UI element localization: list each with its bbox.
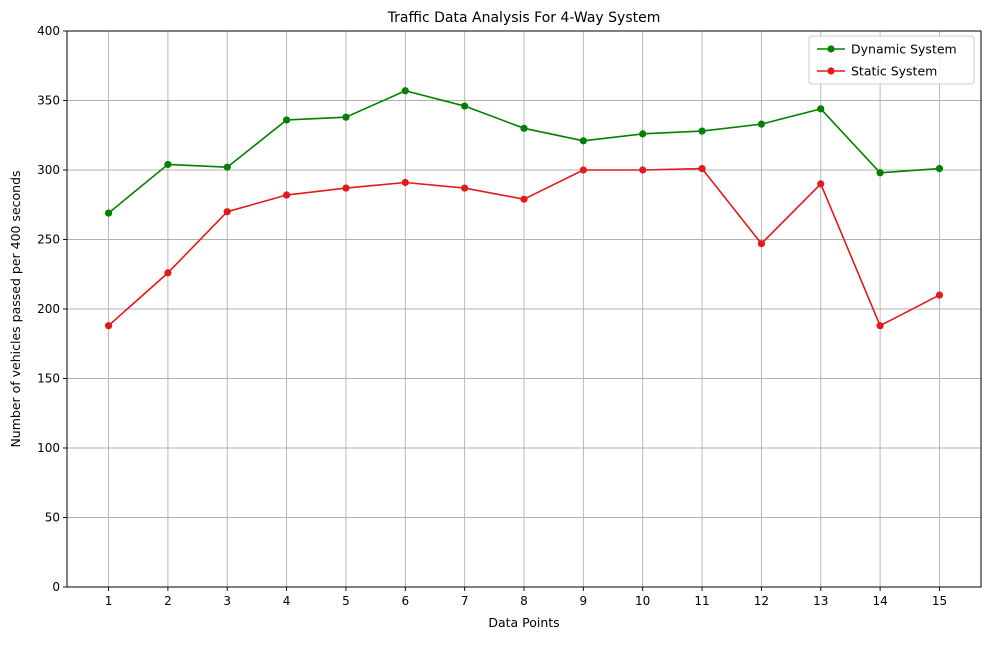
x-tick-label: 11 (694, 594, 709, 608)
data-point (461, 184, 469, 192)
x-tick-label: 2 (164, 594, 172, 608)
x-tick-label: 8 (520, 594, 528, 608)
x-tick-label: 9 (580, 594, 588, 608)
y-tick-label: 300 (37, 163, 60, 177)
x-tick-label: 12 (754, 594, 769, 608)
data-point (639, 166, 647, 174)
x-axis-label: Data Points (488, 615, 559, 630)
x-tick-label: 13 (813, 594, 828, 608)
data-point (282, 116, 291, 124)
data-point (401, 178, 409, 187)
legend-item: Dynamic System (817, 42, 957, 57)
data-point (698, 165, 706, 173)
data-point (876, 169, 884, 177)
chart-title: Traffic Data Analysis For 4-Way System (387, 10, 661, 26)
data-point (876, 322, 884, 330)
data-point (223, 208, 231, 216)
y-tick-label: 100 (37, 441, 60, 455)
data-point (461, 102, 469, 110)
x-tick-label: 5 (342, 594, 350, 608)
data-point (579, 166, 587, 174)
x-tick-label: 10 (635, 594, 650, 608)
legend-label: Dynamic System (851, 42, 957, 57)
legend-item: Static System (817, 64, 937, 79)
data-point (342, 184, 350, 192)
data-point (698, 127, 706, 135)
y-tick-label: 250 (37, 233, 60, 247)
series-0 (104, 87, 944, 217)
x-tick-label: 3 (223, 594, 231, 608)
x-tick-label: 15 (932, 594, 947, 608)
legend-marker (827, 45, 835, 53)
data-point (757, 120, 766, 128)
y-tick-label: 200 (37, 302, 60, 316)
legend-frame (808, 35, 975, 85)
x-tick-label: 6 (401, 594, 409, 608)
y-tick-label: 50 (45, 511, 60, 525)
data-point (401, 87, 409, 95)
y-tick-label: 150 (37, 372, 60, 386)
series-layer (104, 87, 944, 330)
legend: Dynamic System Static System (808, 35, 975, 85)
x-tick-label: 1 (105, 594, 113, 608)
ticks: 1 2 3 4 5 6 7 8 9 10 11 12 13 14 150501001502002503003… (37, 24, 947, 608)
legend-label: Static System (851, 64, 937, 79)
y-tick-label: 0 (52, 580, 60, 594)
data-point (342, 113, 350, 121)
data-point (104, 322, 113, 330)
y-tick-label: 350 (37, 94, 60, 108)
y-tick-label: 400 (37, 24, 60, 38)
y-axis-label: Number of vehicles passed per 400 second… (8, 170, 23, 447)
data-point (935, 291, 944, 299)
data-point (520, 195, 528, 203)
data-point (223, 163, 231, 171)
data-point (164, 269, 172, 277)
legend-marker (827, 67, 835, 75)
series-1 (104, 165, 944, 330)
data-point (579, 137, 587, 145)
data-point (757, 240, 766, 248)
x-tick-label: 14 (872, 594, 887, 608)
data-point (639, 130, 647, 138)
data-point (104, 209, 113, 217)
data-point (817, 180, 825, 188)
data-point (935, 165, 944, 173)
data-point (164, 160, 172, 169)
data-point (817, 105, 825, 113)
data-point (520, 124, 528, 132)
x-tick-label: 7 (461, 594, 469, 608)
data-point (282, 191, 291, 199)
x-tick-label: 4 (283, 594, 291, 608)
